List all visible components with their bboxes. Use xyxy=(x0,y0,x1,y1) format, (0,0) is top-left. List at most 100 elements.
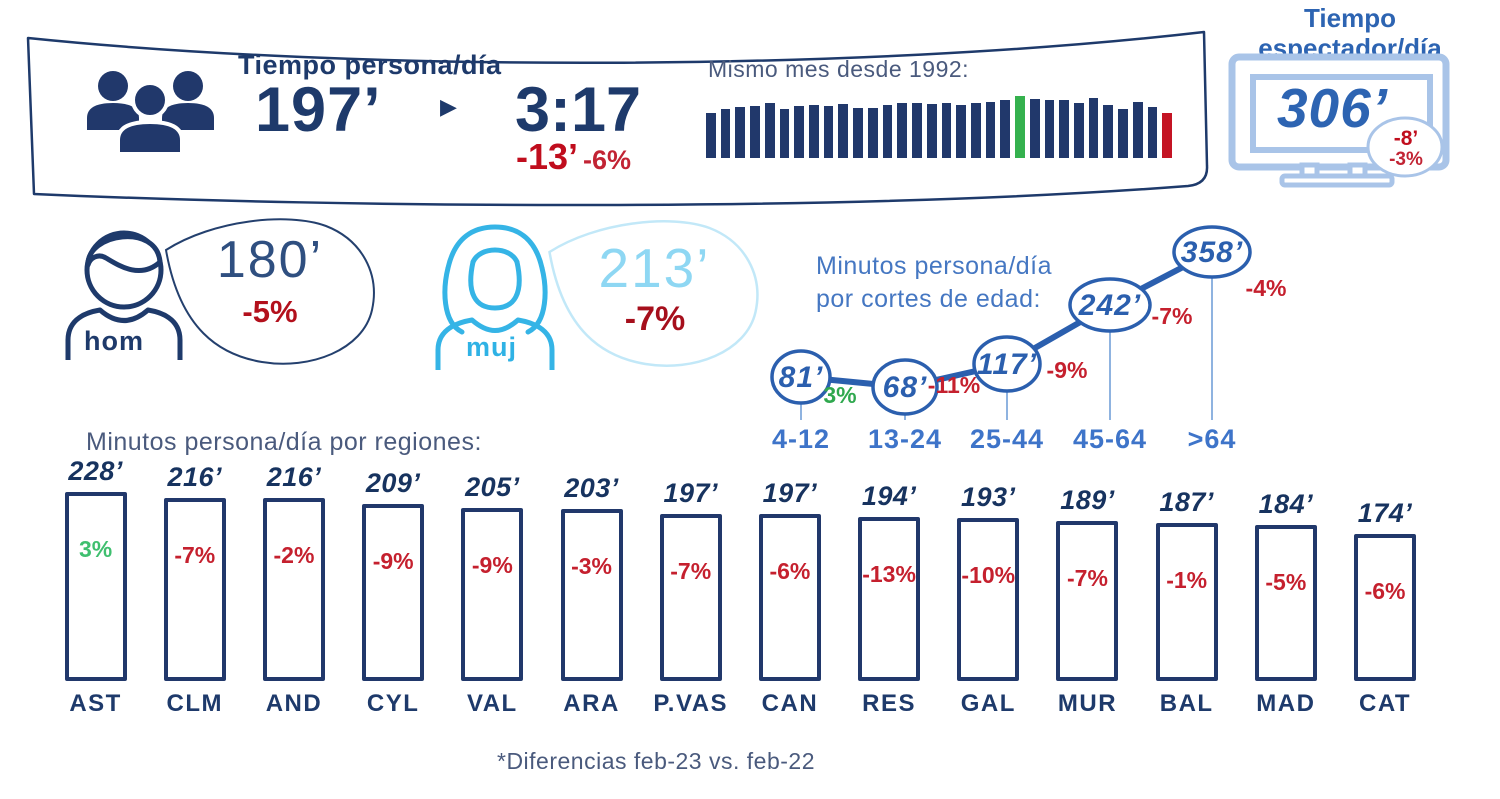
regions-chart: 228’ 3% AST 216’ -7% CLM 216’ -2% AND 209’ -9% CYL 2… xyxy=(46,456,1436,718)
region-delta: -10% xyxy=(961,562,1016,588)
age-delta-label: -9% xyxy=(1047,357,1088,383)
region-value: 209’ xyxy=(365,468,421,498)
history-bar xyxy=(853,108,863,158)
region-column: 184’ -5% MAD xyxy=(1236,456,1335,718)
region-value: 184’ xyxy=(1258,489,1314,519)
spectator-delta: -8’ -3% xyxy=(1368,127,1444,171)
male-icon xyxy=(65,230,183,360)
age-delta-label: -11% xyxy=(928,372,980,398)
person-time-value: 3:17 xyxy=(515,75,642,145)
person-minutes-value: 197’ xyxy=(255,75,382,145)
region-bar: -7% xyxy=(1056,521,1119,681)
region-label: MAD xyxy=(1256,690,1316,717)
region-value: 216’ xyxy=(266,462,322,492)
history-bar xyxy=(1000,100,1011,158)
history-bar xyxy=(1118,109,1128,158)
footnote: *Diferencias feb-23 vs. feb-22 xyxy=(497,748,815,774)
header-banner xyxy=(26,30,1209,207)
age-bubble-value: 358’ xyxy=(1181,236,1243,269)
history-bar xyxy=(882,105,893,158)
age-axis-label: 45-64 xyxy=(1073,424,1147,454)
region-bar: -6% xyxy=(1354,534,1417,681)
history-bar xyxy=(1029,99,1040,158)
arrow-right-icon: ▶ xyxy=(440,94,457,119)
age-chart-title-line1: Minutos persona/día xyxy=(816,252,1053,280)
region-label: AND xyxy=(265,690,323,717)
region-bar: -13% xyxy=(858,517,921,681)
age-axis-label: 4-12 xyxy=(772,424,830,454)
spectator-delta-minutes: -8’ xyxy=(1393,127,1419,150)
age-axis-label: 13-24 xyxy=(868,424,942,454)
region-delta: -1% xyxy=(1166,567,1208,593)
history-bars xyxy=(706,94,1172,158)
region-column: 203’ -3% ARA xyxy=(542,456,641,718)
region-delta: 3% xyxy=(78,536,113,562)
region-column: 194’ -13% RES xyxy=(840,456,939,718)
history-bar xyxy=(941,103,952,158)
person-delta-minutes: -13’ xyxy=(516,136,579,177)
spectator-delta-pct: -3% xyxy=(1389,149,1423,171)
region-delta: -9% xyxy=(471,552,513,578)
history-bar xyxy=(1073,103,1084,158)
age-delta-label: -7% xyxy=(1152,303,1193,329)
region-column: 209’ -9% CYL xyxy=(344,456,443,718)
male-delta-pct: -5% xyxy=(242,294,298,329)
region-label: BAL xyxy=(1159,690,1214,717)
history-bar xyxy=(1162,113,1172,158)
history-bar xyxy=(912,103,922,158)
region-label: P.VAS xyxy=(653,690,729,717)
region-value: 228’ xyxy=(68,456,123,486)
age-bubble xyxy=(770,349,832,405)
history-bar xyxy=(779,109,790,158)
history-bar xyxy=(1132,102,1143,158)
history-bar xyxy=(1147,107,1158,158)
age-bubble xyxy=(1172,225,1252,279)
region-delta: -9% xyxy=(372,548,414,574)
regions-title: Minutos persona/día por regiones: xyxy=(86,428,482,456)
region-bar: -2% xyxy=(262,498,325,681)
age-bubble-value: 68’ xyxy=(883,371,928,404)
male-label: hom xyxy=(84,326,144,356)
region-delta: -2% xyxy=(273,542,315,568)
region-bar: 3% xyxy=(64,492,127,681)
region-label: AST xyxy=(69,690,122,717)
history-title: Mismo mes desde 1992: xyxy=(708,56,970,82)
region-label: RES xyxy=(862,690,917,717)
female-label: muj xyxy=(466,332,518,362)
region-bar: -6% xyxy=(758,514,821,681)
history-bar xyxy=(956,105,966,158)
tv-icon xyxy=(1228,53,1450,188)
region-delta: -13% xyxy=(862,561,916,587)
people-group-icon xyxy=(87,71,214,156)
region-column: 216’ -2% AND xyxy=(244,456,343,718)
region-delta: -5% xyxy=(1265,569,1307,595)
region-column: 187’ -1% BAL xyxy=(1137,456,1236,718)
history-bar xyxy=(706,113,716,158)
history-bar xyxy=(1015,96,1025,158)
age-chart-title: Minutos persona/día por cortes de edad: xyxy=(816,250,1052,315)
history-bar xyxy=(735,107,746,158)
person-delta: -13’ -6% xyxy=(516,136,631,178)
male-minutes-value: 180’ xyxy=(216,231,324,289)
age-bubble-value: 242’ xyxy=(1078,289,1141,322)
region-bar: -10% xyxy=(957,518,1020,681)
region-label: CAN xyxy=(761,690,819,717)
person-delta-pct: -6% xyxy=(583,145,632,175)
region-column: 193’ -10% GAL xyxy=(939,456,1038,718)
history-bar xyxy=(823,106,834,158)
region-bar: -5% xyxy=(1254,525,1317,681)
history-bar xyxy=(897,103,908,158)
region-value: 203’ xyxy=(564,473,619,503)
spectator-delta-bubble xyxy=(1366,116,1444,178)
region-delta: -3% xyxy=(571,553,612,579)
history-bar xyxy=(750,106,760,158)
age-axis-label: 25-44 xyxy=(970,424,1044,454)
region-value: 197’ xyxy=(762,478,818,508)
male-bubble xyxy=(164,218,375,365)
region-label: CYL xyxy=(366,690,420,717)
history-bar xyxy=(794,106,805,158)
history-bar xyxy=(720,109,731,158)
region-value: 187’ xyxy=(1159,487,1214,517)
history-bar xyxy=(926,104,937,158)
